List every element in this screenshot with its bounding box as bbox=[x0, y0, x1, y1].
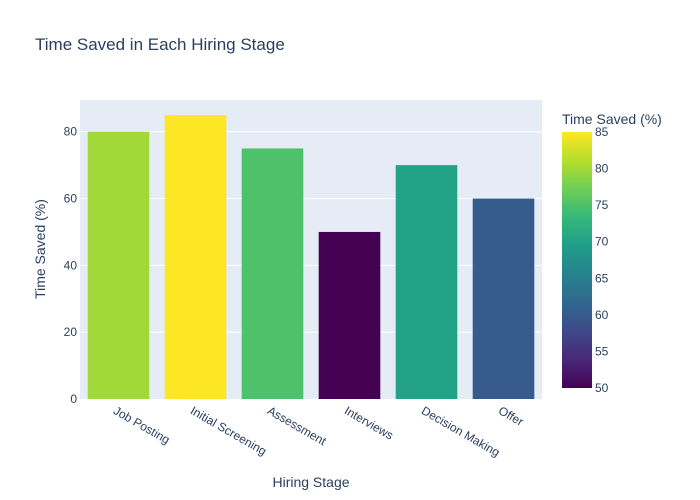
bar bbox=[318, 231, 381, 399]
y-tick-label: 0 bbox=[70, 392, 77, 406]
colorbar-tick-label: 65 bbox=[595, 271, 609, 285]
colorbar-tick-label: 70 bbox=[595, 235, 609, 249]
colorbar bbox=[562, 132, 592, 388]
y-tick-label: 60 bbox=[64, 192, 78, 206]
x-axis-title: Hiring Stage bbox=[272, 474, 349, 490]
chart-title: Time Saved in Each Hiring Stage bbox=[35, 35, 285, 54]
colorbar-tick-label: 50 bbox=[595, 381, 609, 395]
bar bbox=[164, 115, 227, 400]
y-axis-ticks: 0 20 40 60 80 bbox=[64, 125, 78, 406]
colorbar-tick-label: 55 bbox=[595, 344, 609, 358]
y-axis-title: Time Saved (%) bbox=[32, 199, 48, 299]
gridlines bbox=[80, 131, 542, 333]
colorbar-tick-label: 60 bbox=[595, 308, 609, 322]
x-tick-label: Decision Making bbox=[419, 403, 502, 459]
colorbar-tick-label: 75 bbox=[595, 198, 609, 212]
bar bbox=[87, 131, 150, 399]
x-tick-label: Interviews bbox=[342, 403, 396, 442]
colorbar-ticks: 50 55 60 65 70 75 80 85 bbox=[595, 125, 609, 395]
bar bbox=[241, 148, 304, 399]
x-tick-label: Assessment bbox=[265, 403, 329, 448]
x-tick-label: Initial Screening bbox=[188, 403, 269, 458]
colorbar-tick-label: 80 bbox=[595, 162, 609, 176]
plot-area bbox=[80, 100, 542, 399]
bar bbox=[395, 165, 458, 399]
y-tick-label: 80 bbox=[64, 125, 78, 139]
bars bbox=[87, 115, 535, 400]
x-tick-label: Job Posting bbox=[111, 403, 172, 446]
colorbar-tick-label: 85 bbox=[595, 125, 609, 139]
y-tick-label: 20 bbox=[64, 325, 78, 339]
bar bbox=[472, 198, 535, 399]
colorbar-title: Time Saved (%) bbox=[562, 111, 662, 127]
y-tick-label: 40 bbox=[64, 258, 78, 272]
x-tick-label: Offer bbox=[496, 403, 526, 428]
